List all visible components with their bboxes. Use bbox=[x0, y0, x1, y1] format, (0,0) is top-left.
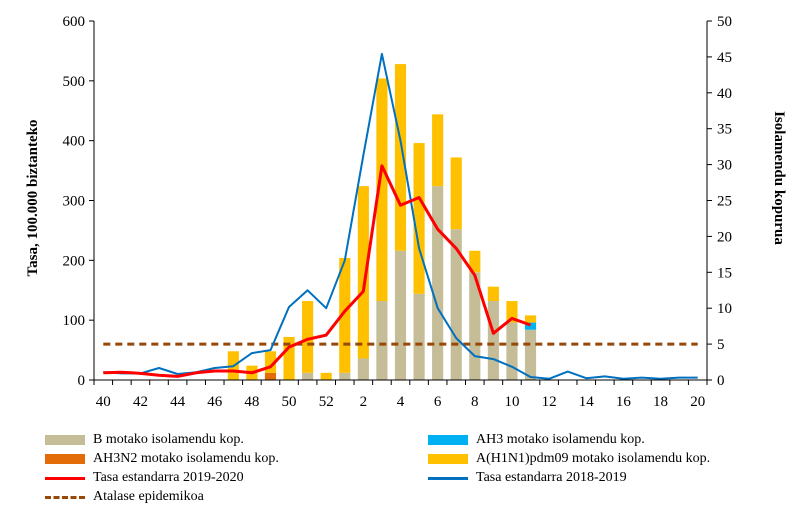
bars bbox=[227, 64, 537, 380]
right-tick-label: 10 bbox=[717, 301, 732, 317]
chart: 0 100 200 300 400 500 600 0 5 10 15 20 25 30 35 40 45 50 4… bbox=[25, 14, 787, 410]
bar-h1n1 bbox=[524, 315, 537, 323]
left-axis-title: Tasa, 100.000 biztanteko bbox=[25, 120, 41, 277]
legend-2018-2019: Tasa estandarra 2018-2019 bbox=[428, 470, 627, 486]
bar-h1n1 bbox=[394, 64, 407, 251]
legend-label: AH3 motako isolamendu kop. bbox=[476, 432, 645, 447]
right-axis-title: Isolamendu kopurua bbox=[771, 111, 787, 245]
bar-b bbox=[302, 372, 314, 380]
x-tick-label: 10 bbox=[504, 394, 519, 410]
x-tick-label: 52 bbox=[319, 394, 334, 410]
legend-swatch bbox=[45, 454, 85, 464]
legend-h1n1: A(H1N1)pdm09 motako isolamendu kop. bbox=[428, 451, 710, 467]
bar-b bbox=[450, 229, 462, 380]
bar-h1n1 bbox=[357, 186, 369, 359]
bar-h1n1 bbox=[432, 114, 444, 187]
bar-h1n1 bbox=[302, 301, 314, 373]
x-tick-label: 50 bbox=[282, 394, 297, 410]
bar-b bbox=[524, 329, 537, 380]
x-tick-label: 44 bbox=[170, 394, 186, 410]
left-tick-label: 600 bbox=[63, 14, 86, 30]
legend-swatch bbox=[45, 495, 85, 499]
legend-label: Tasa estandarra 2019-2020 bbox=[93, 470, 244, 485]
legend-swatch bbox=[428, 435, 468, 445]
x-tick-label: 4 bbox=[397, 394, 405, 410]
legend-label: Tasa estandarra 2018-2019 bbox=[476, 470, 627, 485]
bar-h1n1 bbox=[506, 301, 518, 323]
bar-h1n1 bbox=[487, 286, 499, 302]
x-tick-label: 42 bbox=[133, 394, 148, 410]
legend-label: A(H1N1)pdm09 motako isolamendu kop. bbox=[476, 451, 711, 466]
bar-b bbox=[469, 272, 481, 380]
right-tick-label: 25 bbox=[717, 194, 732, 210]
x-tick-label: 12 bbox=[542, 394, 557, 410]
left-tick-label: 400 bbox=[63, 134, 86, 150]
bar-h1n1 bbox=[283, 336, 295, 380]
right-tick-label: 0 bbox=[717, 373, 725, 389]
legend-2019-2020: Tasa estandarra 2019-2020 bbox=[45, 470, 244, 486]
bar-b bbox=[506, 322, 518, 380]
x-tick-label: 16 bbox=[616, 394, 632, 410]
legend-b: B motako isolamendu kop. bbox=[45, 432, 244, 448]
right-tick-label: 40 bbox=[717, 86, 732, 102]
legend-swatch bbox=[45, 476, 85, 480]
legend-swatch bbox=[428, 476, 468, 480]
right-tick-label: 20 bbox=[717, 229, 732, 245]
bar-b bbox=[339, 372, 351, 380]
right-tick-label: 35 bbox=[717, 122, 732, 138]
x-tick-label: 48 bbox=[244, 394, 259, 410]
bar-h1n1 bbox=[320, 372, 332, 380]
x-tick-label: 46 bbox=[207, 394, 223, 410]
legend-ah3: AH3 motako isolamendu kop. bbox=[428, 432, 645, 448]
legend-swatch bbox=[45, 435, 85, 445]
right-tick-label: 30 bbox=[717, 158, 732, 174]
bar-b bbox=[432, 186, 444, 380]
legend-label: B motako isolamendu kop. bbox=[93, 432, 244, 447]
left-tick-label: 300 bbox=[63, 194, 86, 210]
bar-b bbox=[487, 301, 499, 380]
legend: B motako isolamendu kop. AH3 motako isola… bbox=[0, 428, 792, 513]
bar-h1n1 bbox=[469, 250, 481, 273]
bar-h1n1 bbox=[376, 78, 388, 302]
bar-b bbox=[357, 358, 369, 380]
legend-label: Atalase epidemikoa bbox=[93, 489, 204, 504]
bar-h1n1 bbox=[264, 351, 277, 373]
bar-ah3 bbox=[524, 322, 537, 330]
x-tick-label: 18 bbox=[653, 394, 668, 410]
x-tick-label: 6 bbox=[434, 394, 442, 410]
lines bbox=[103, 52, 698, 380]
x-tick-label: 40 bbox=[96, 394, 111, 410]
legend-label: AH3N2 motako isolamendu kop. bbox=[93, 451, 279, 466]
legend-swatch bbox=[428, 454, 468, 464]
bar-ah3n2 bbox=[264, 372, 277, 380]
right-tick-label: 15 bbox=[717, 265, 732, 281]
right-tick-label: 5 bbox=[717, 337, 725, 353]
left-tick-label: 100 bbox=[63, 313, 86, 329]
legend-ah3n2: AH3N2 motako isolamendu kop. bbox=[45, 451, 279, 467]
bar-b bbox=[394, 250, 407, 380]
bar-b bbox=[413, 293, 425, 380]
x-tick-label: 2 bbox=[360, 394, 368, 410]
x-tick-label: 14 bbox=[579, 394, 595, 410]
bar-h1n1 bbox=[413, 143, 425, 294]
line-2019-2020 bbox=[103, 164, 532, 378]
right-tick-label: 45 bbox=[717, 50, 732, 66]
bar-b bbox=[376, 301, 388, 380]
x-tick-label: 20 bbox=[690, 394, 705, 410]
left-tick-label: 200 bbox=[63, 253, 86, 269]
bar-h1n1 bbox=[450, 157, 462, 230]
right-tick-label: 50 bbox=[717, 14, 732, 30]
left-tick-label: 500 bbox=[63, 74, 86, 90]
axes: 0 100 200 300 400 500 600 0 5 10 15 20 25 30 35 40 45 50 4… bbox=[63, 14, 733, 410]
left-tick-label: 0 bbox=[78, 373, 86, 389]
bar-h1n1 bbox=[339, 257, 351, 373]
legend-threshold: Atalase epidemikoa bbox=[45, 489, 204, 505]
x-tick-label: 8 bbox=[471, 394, 479, 410]
